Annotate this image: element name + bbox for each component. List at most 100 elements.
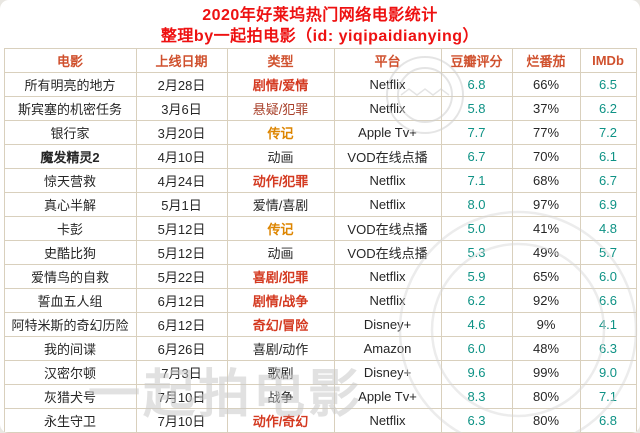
- table-row: 史酷比狗 5月12日 动画 VOD在线点播 5.3 49% 5.7: [3, 240, 637, 265]
- movie-cell: 灰猎犬号: [3, 384, 137, 409]
- imdb-cell: 6.2: [579, 96, 637, 121]
- column-header-date: 上线日期: [135, 48, 228, 73]
- genre-cell: 战争: [226, 384, 335, 409]
- douban-cell: 8.0: [440, 192, 513, 217]
- rotten-cell: 68%: [511, 168, 581, 193]
- platform-cell: Netflix: [333, 408, 442, 433]
- table-row: 我的间谍 6月26日 喜剧/动作 Amazon 6.0 48% 6.3: [3, 336, 637, 361]
- date-cell: 5月12日: [135, 216, 228, 241]
- imdb-cell: 6.3: [579, 336, 637, 361]
- douban-cell: 9.6: [440, 360, 513, 385]
- rotten-cell: 9%: [511, 312, 581, 337]
- douban-cell: 6.2: [440, 288, 513, 313]
- page-title: 2020年好莱坞热门网络电影统计: [202, 7, 438, 24]
- movie-cell: 斯宾塞的机密任务: [3, 96, 137, 121]
- platform-cell: VOD在线点播: [333, 216, 442, 241]
- platform-cell: Apple Tv+: [333, 120, 442, 145]
- platform-cell: VOD在线点播: [333, 144, 442, 169]
- imdb-cell: 6.7: [579, 168, 637, 193]
- date-cell: 3月20日: [135, 120, 228, 145]
- genre-cell: 剧情/战争: [226, 288, 335, 313]
- rotten-cell: 41%: [511, 216, 581, 241]
- rotten-cell: 37%: [511, 96, 581, 121]
- date-cell: 6月12日: [135, 312, 228, 337]
- column-header-movie: 电影: [3, 48, 137, 73]
- table-row: 永生守卫 7月10日 动作/奇幻 Netflix 6.3 80% 6.8: [3, 408, 637, 433]
- douban-cell: 7.7: [440, 120, 513, 145]
- douban-cell: 5.3: [440, 240, 513, 265]
- platform-cell: Netflix: [333, 72, 442, 97]
- douban-cell: 5.0: [440, 216, 513, 241]
- table-row: 汉密尔顿 7月3日 歌剧 Disney+ 9.6 99% 9.0: [3, 360, 637, 385]
- platform-cell: Netflix: [333, 168, 442, 193]
- rotten-cell: 49%: [511, 240, 581, 265]
- imdb-cell: 7.1: [579, 384, 637, 409]
- douban-cell: 6.8: [440, 72, 513, 97]
- platform-cell: Disney+: [333, 312, 442, 337]
- movie-cell: 魔发精灵2: [3, 144, 137, 169]
- rotten-cell: 77%: [511, 120, 581, 145]
- column-header-imdb: IMDb: [579, 48, 637, 73]
- imdb-cell: 4.1: [579, 312, 637, 337]
- imdb-cell: 6.1: [579, 144, 637, 169]
- movie-cell: 爱情鸟的自救: [3, 264, 137, 289]
- column-header-douban: 豆瓣评分: [440, 48, 513, 73]
- douban-cell: 7.1: [440, 168, 513, 193]
- imdb-cell: 6.0: [579, 264, 637, 289]
- genre-cell: 喜剧/犯罪: [226, 264, 335, 289]
- table-row: 斯宾塞的机密任务 3月6日 悬疑/犯罪 Netflix 5.8 37% 6.2: [3, 96, 637, 121]
- table-row: 誓血五人组 6月12日 剧情/战争 Netflix 6.2 92% 6.6: [3, 288, 637, 313]
- imdb-cell: 9.0: [579, 360, 637, 385]
- genre-cell: 动画: [226, 240, 335, 265]
- douban-cell: 6.3: [440, 408, 513, 433]
- date-cell: 7月3日: [135, 360, 228, 385]
- date-cell: 7月10日: [135, 408, 228, 433]
- date-cell: 4月24日: [135, 168, 228, 193]
- genre-cell: 剧情/爱情: [226, 72, 335, 97]
- platform-cell: VOD在线点播: [333, 240, 442, 265]
- movie-table-body: 所有明亮的地方 2月28日 剧情/爱情 Netflix 6.8 66% 6.5 斯宾塞的机密任…: [3, 72, 637, 433]
- douban-cell: 8.3: [440, 384, 513, 409]
- genre-cell: 喜剧/动作: [226, 336, 335, 361]
- douban-cell: 5.8: [440, 96, 513, 121]
- platform-cell: Disney+: [333, 360, 442, 385]
- date-cell: 2月28日: [135, 72, 228, 97]
- rotten-cell: 70%: [511, 144, 581, 169]
- imdb-cell: 6.8: [579, 408, 637, 433]
- date-cell: 4月10日: [135, 144, 228, 169]
- movie-cell: 卡彭: [3, 216, 137, 241]
- movie-cell: 惊天营救: [3, 168, 137, 193]
- rotten-cell: 80%: [511, 408, 581, 433]
- table-row: 卡彭 5月12日 传记 VOD在线点播 5.0 41% 4.8: [3, 216, 637, 241]
- column-header-platform: 平台: [333, 48, 442, 73]
- rotten-cell: 65%: [511, 264, 581, 289]
- douban-cell: 6.0: [440, 336, 513, 361]
- movie-cell: 银行家: [3, 120, 137, 145]
- genre-cell: 传记: [226, 216, 335, 241]
- movie-cell: 汉密尔顿: [3, 360, 137, 385]
- genre-cell: 奇幻/冒险: [226, 312, 335, 337]
- table-row: 爱情鸟的自救 5月22日 喜剧/犯罪 Netflix 5.9 65% 6.0: [3, 264, 637, 289]
- table-row: 灰猎犬号 7月10日 战争 Apple Tv+ 8.3 80% 7.1: [3, 384, 637, 409]
- rotten-cell: 92%: [511, 288, 581, 313]
- table-row: 魔发精灵2 4月10日 动画 VOD在线点播 6.7 70% 6.1: [3, 144, 637, 169]
- imdb-cell: 4.8: [579, 216, 637, 241]
- date-cell: 3月6日: [135, 96, 228, 121]
- title-block: 2020年好莱坞热门网络电影统计 整理by一起拍电影（id: yiqipaidi…: [0, 0, 640, 47]
- table-row: 所有明亮的地方 2月28日 剧情/爱情 Netflix 6.8 66% 6.5: [3, 72, 637, 97]
- platform-cell: Amazon: [333, 336, 442, 361]
- genre-cell: 动画: [226, 144, 335, 169]
- movie-cell: 阿特米斯的奇幻历险: [3, 312, 137, 337]
- column-header-genre: 类型: [226, 48, 335, 73]
- date-cell: 7月10日: [135, 384, 228, 409]
- rotten-cell: 97%: [511, 192, 581, 217]
- imdb-cell: 7.2: [579, 120, 637, 145]
- rotten-cell: 48%: [511, 336, 581, 361]
- table-row: 惊天营救 4月24日 动作/犯罪 Netflix 7.1 68% 6.7: [3, 168, 637, 193]
- platform-cell: Netflix: [333, 264, 442, 289]
- platform-cell: Netflix: [333, 96, 442, 121]
- date-cell: 6月26日: [135, 336, 228, 361]
- genre-cell: 动作/犯罪: [226, 168, 335, 193]
- movie-table: 电影 上线日期 类型 平台 豆瓣评分 烂番茄 IMDb 所有明亮的地方 2月28日…: [3, 48, 637, 433]
- date-cell: 6月12日: [135, 288, 228, 313]
